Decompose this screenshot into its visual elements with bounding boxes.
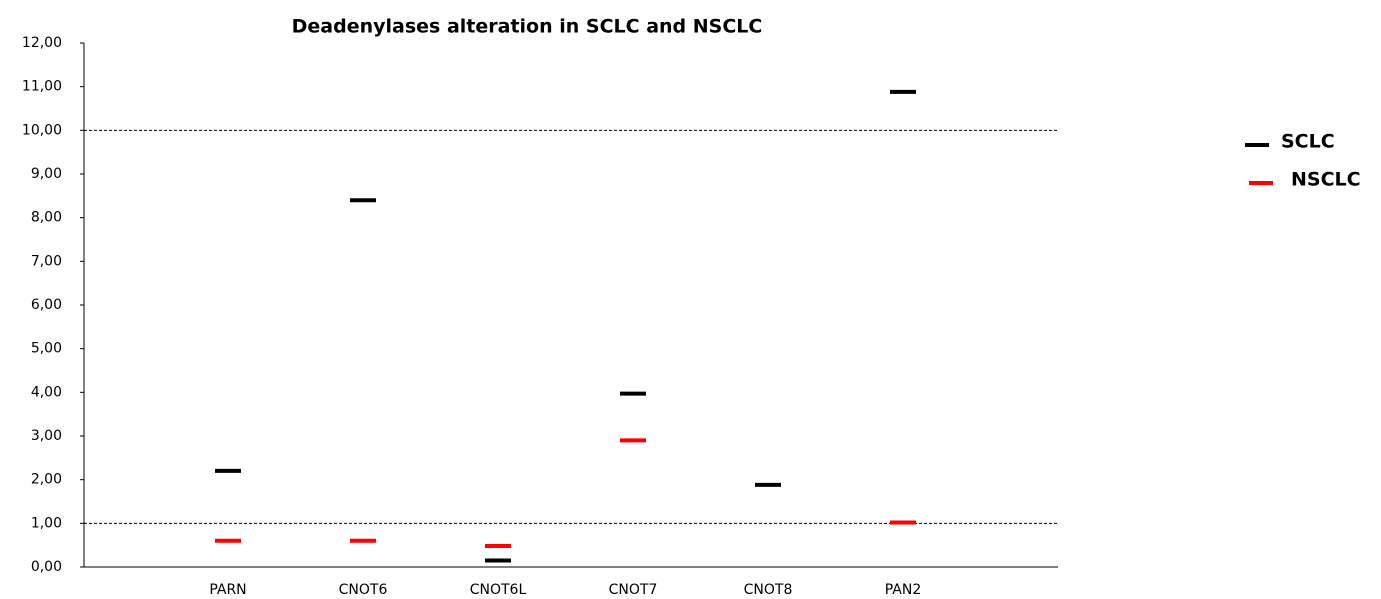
y-tick-label: 2,00 [31, 472, 62, 488]
y-tick-label: 0,00 [31, 559, 62, 575]
x-tick-label: CNOT7 [609, 582, 658, 598]
y-tick-label: 7,00 [31, 253, 62, 269]
y-tick-label: 10,00 [22, 122, 62, 138]
y-tick-label: 5,00 [31, 341, 62, 357]
y-tick-label: 9,00 [31, 166, 62, 182]
y-tick-label: 4,00 [31, 384, 62, 400]
x-tick-label: CNOT6L [470, 582, 527, 598]
y-tick-label: 3,00 [31, 428, 62, 444]
legend-label: SCLC [1281, 131, 1335, 153]
chart-title: Deadenylases alteration in SCLC and NSCL… [292, 16, 763, 38]
y-tick-label: 8,00 [31, 210, 62, 226]
x-tick-label: CNOT8 [744, 582, 793, 598]
y-tick-label: 1,00 [31, 515, 62, 531]
y-tick-label: 11,00 [22, 79, 62, 95]
x-tick-label: CNOT6 [339, 582, 388, 598]
y-tick-label: 6,00 [31, 297, 62, 313]
x-tick-label: PARN [209, 582, 246, 598]
x-tick-label: PAN2 [885, 582, 922, 598]
legend-label: NSCLC [1291, 169, 1361, 191]
y-tick-label: 12,00 [22, 35, 62, 51]
